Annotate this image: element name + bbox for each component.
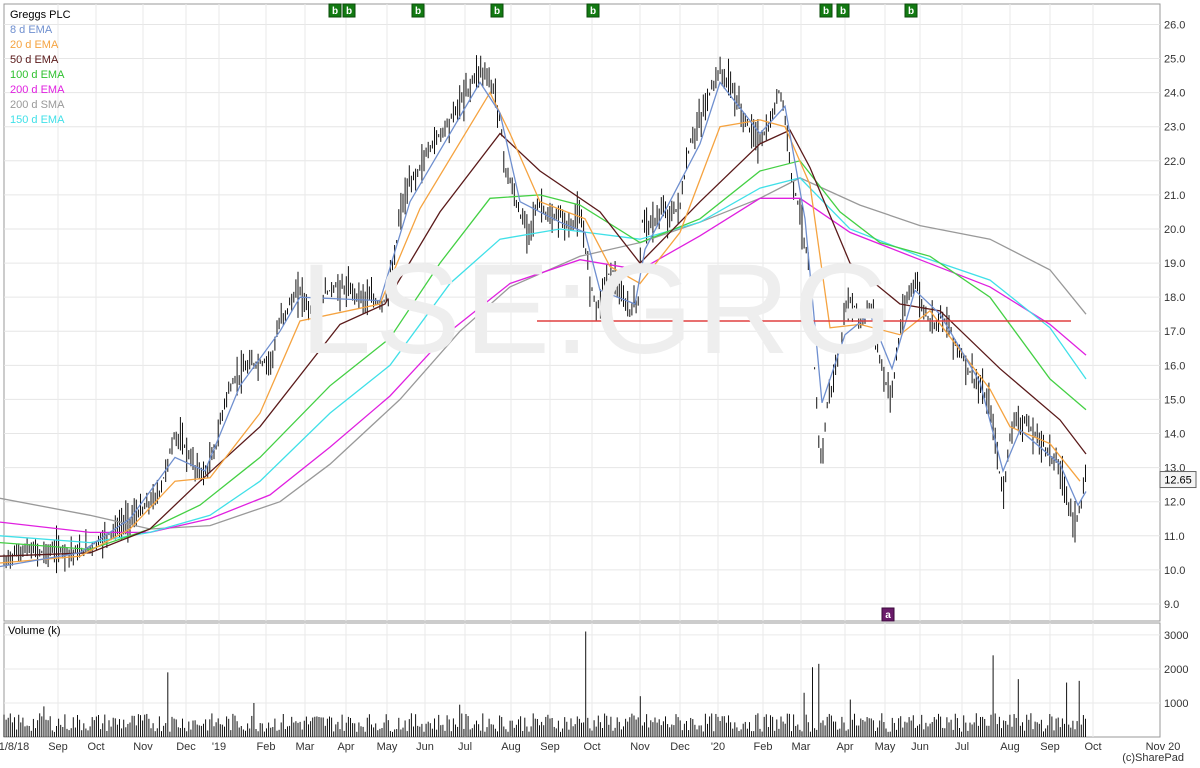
x-tick-label: Aug [1000, 741, 1020, 753]
price-bars [3, 55, 1086, 574]
x-tick-label: Nov [630, 741, 650, 753]
buy-event-label: b [840, 6, 846, 17]
x-tick-label: Oct [1084, 741, 1101, 753]
chart-legend: Greggs PLC 8 d EMA 20 d EMA 50 d EMA 100… [10, 8, 71, 128]
x-tick-label: Jul [458, 741, 472, 753]
ema-20-line [0, 91, 1081, 564]
buy-event-label: b [346, 6, 352, 17]
sma-200-line [0, 177, 1087, 530]
legend-item-ema-8: 8 d EMA [10, 24, 53, 36]
buy-event-marker [342, 3, 356, 18]
legend-item-sma-200: 200 d SMA [10, 99, 65, 111]
price-tick-label: 11.0 [1164, 531, 1185, 543]
price-tick-label: 23.0 [1164, 122, 1185, 134]
buy-event-label: b [908, 6, 914, 17]
volume-tick-label: 1000 [1164, 698, 1188, 710]
last-price-tag [1159, 471, 1197, 489]
volume-tick-label: 3000 [1164, 630, 1188, 642]
x-tick-label: Aug [501, 741, 521, 753]
price-tick-label: 15.0 [1164, 394, 1185, 406]
legend-item-ema-100: 100 d EMA [10, 69, 65, 81]
price-tick-label: 14.0 [1164, 429, 1185, 441]
buy-event-label: b [823, 6, 829, 17]
x-tick-label: Apr [337, 741, 354, 753]
x-tick-label: Dec [176, 741, 196, 753]
price-tick-label: 21.0 [1164, 190, 1185, 202]
price-tick-label: 22.0 [1164, 156, 1185, 168]
price-tick-label: 25.0 [1164, 54, 1185, 66]
ema-150-line [0, 177, 1087, 544]
x-tick-label: Mar [792, 741, 811, 753]
x-tick-label: May [875, 741, 896, 753]
price-tick-label: 26.0 [1164, 19, 1185, 31]
legend-item-ema-150: 150 d EMA [10, 114, 65, 126]
buy-event-marker [328, 3, 342, 18]
x-tick-label: Jul [955, 741, 969, 753]
legend-title: Greggs PLC [10, 9, 71, 21]
x-tick-label: Oct [583, 741, 600, 753]
annotation-label: a [885, 610, 891, 621]
volume-panel-frame [3, 622, 1161, 738]
price-tick-label: 18.0 [1164, 292, 1185, 304]
x-tick-label: Jun [416, 741, 434, 753]
volume-tick-label: 2000 [1164, 664, 1188, 676]
ticker-watermark: LSE:GRG [300, 238, 898, 381]
price-tick-label: 24.0 [1164, 88, 1185, 100]
x-tick-label: Mar [296, 741, 315, 753]
price-tick-label: 10.0 [1164, 565, 1185, 577]
buy-event-marker [411, 3, 425, 18]
legend-item-ema-200: 200 d EMA [10, 84, 65, 96]
x-tick-label: 1/8/18 [0, 741, 29, 753]
annotation-marker [881, 607, 895, 622]
x-tick-label: Oct [87, 741, 104, 753]
legend-item-ema-50: 50 d EMA [10, 54, 59, 66]
copyright-text: (c)SharePad [1122, 752, 1184, 764]
x-tick-label: Sep [1040, 741, 1060, 753]
price-tick-label: 19.0 [1164, 258, 1185, 270]
volume-panel-title: Volume (k) [8, 625, 61, 637]
ema-8-line [0, 81, 1087, 568]
x-tick-label: May [377, 741, 398, 753]
buy-event-marker [490, 3, 504, 18]
ema-200-line [0, 197, 1087, 534]
volume-bars [3, 631, 1086, 737]
last-price-label: 12.65 [1164, 475, 1192, 487]
ema-50-line [0, 129, 1087, 557]
x-tick-label: Sep [48, 741, 68, 753]
buy-event-label: b [415, 6, 421, 17]
x-tick-label: '19 [212, 741, 226, 753]
x-tick-label: Feb [754, 741, 773, 753]
price-tick-label: 20.0 [1164, 224, 1185, 236]
x-tick-label: Dec [670, 741, 690, 753]
x-tick-label: Jun [911, 741, 929, 753]
x-tick-label: Feb [257, 741, 276, 753]
buy-event-label: b [332, 6, 338, 17]
price-tick-label: 12.0 [1164, 497, 1185, 509]
buy-event-marker [904, 3, 918, 18]
buy-event-label: b [590, 6, 596, 17]
price-panel-frame [3, 3, 1161, 622]
x-tick-label: Nov 20 [1146, 741, 1181, 753]
buy-event-marker [586, 3, 600, 18]
x-tick-label: Nov [133, 741, 153, 753]
buy-event-marker [819, 3, 833, 18]
x-tick-label: Sep [540, 741, 560, 753]
x-tick-label: '20 [711, 741, 725, 753]
buy-event-label: b [494, 6, 500, 17]
ema-100-line [0, 160, 1087, 551]
buy-event-marker [836, 3, 850, 18]
x-tick-label: Apr [836, 741, 853, 753]
price-tick-label: 17.0 [1164, 326, 1185, 338]
legend-item-ema-20: 20 d EMA [10, 39, 59, 51]
price-tick-label: 9.0 [1164, 599, 1179, 611]
price-tick-label: 16.0 [1164, 360, 1185, 372]
